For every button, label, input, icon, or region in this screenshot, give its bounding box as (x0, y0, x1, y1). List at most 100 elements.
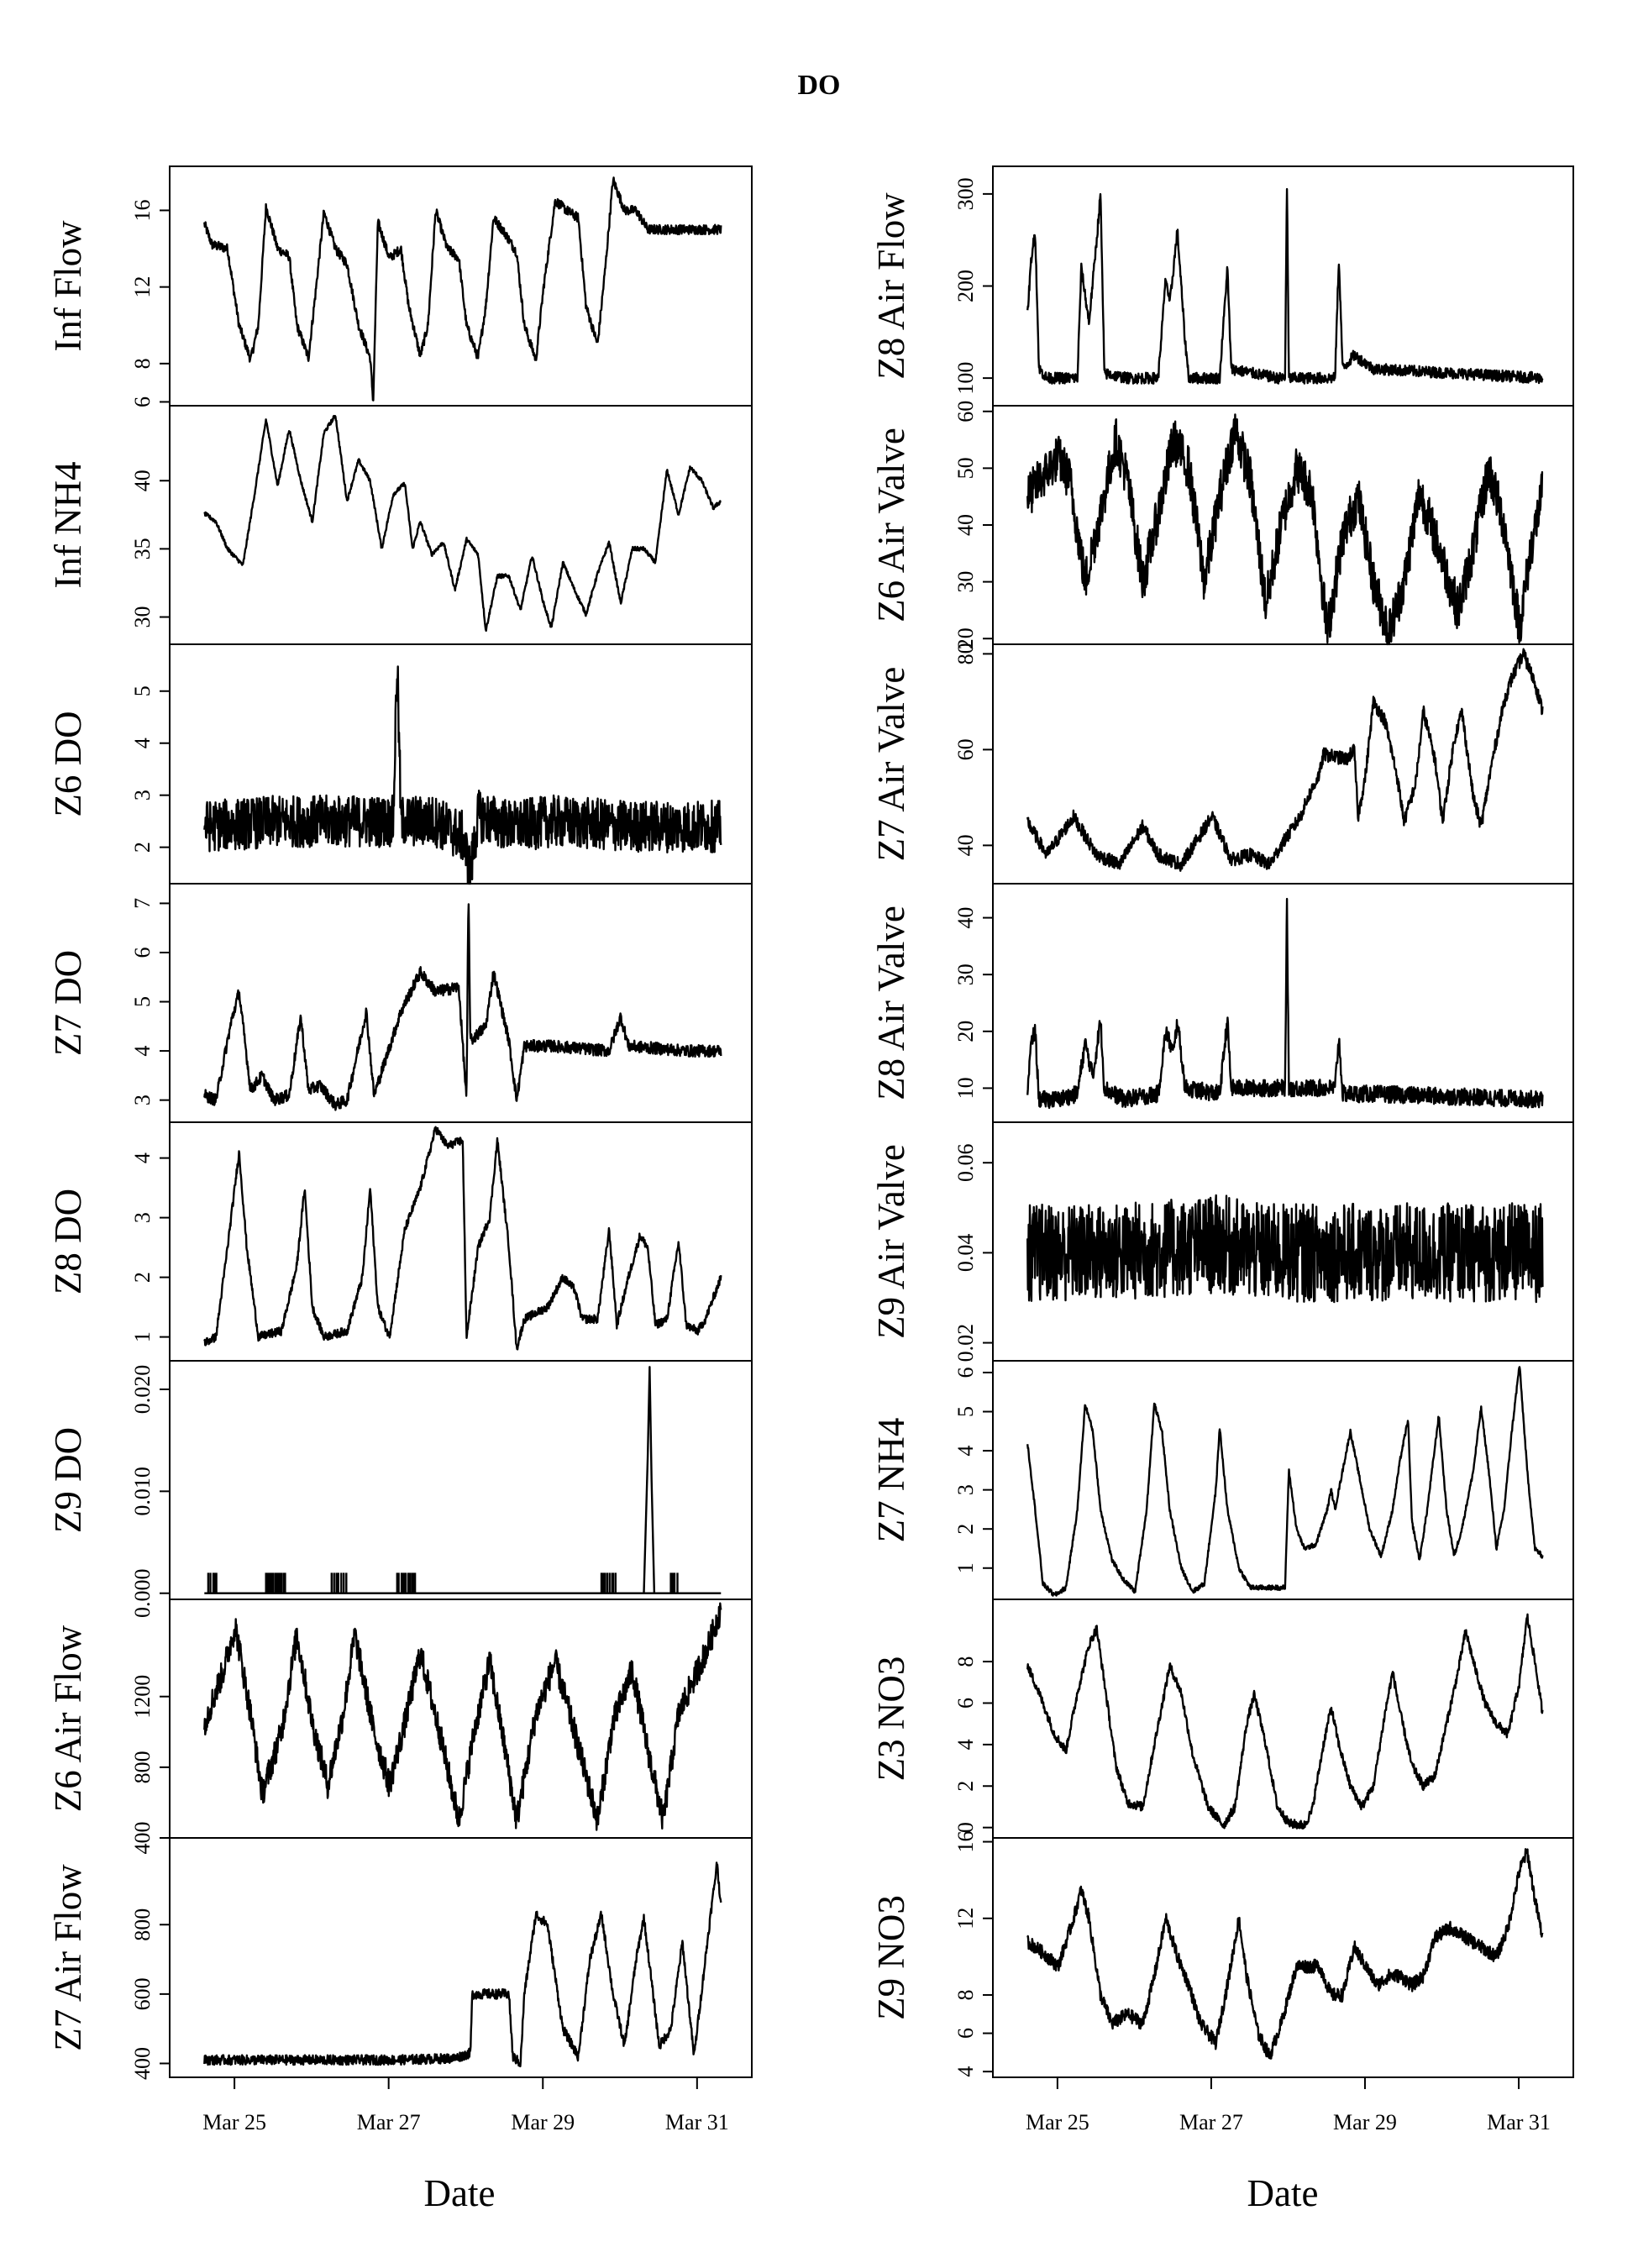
y-tick-label: 2 (130, 1272, 155, 1283)
figure-title: DO (798, 70, 841, 101)
x-tick-label: Mar 29 (1333, 2110, 1397, 2134)
y-axis-label: Z8 DO (47, 1189, 89, 1294)
series-line-z6_air_valve (1026, 413, 1544, 646)
plot-frame (169, 1837, 753, 2078)
y-tick-label: 30 (953, 963, 978, 985)
y-tick-label: 0.000 (130, 1568, 155, 1618)
panel-z7_nh4: 1 2 3 4 5 6 Z7 NH4 (870, 1360, 1574, 1600)
x-tick-label: Mar 25 (1026, 2110, 1089, 2134)
y-axis-label: Z7 Air Flow (47, 1864, 89, 2051)
panel-z8_air_flow: 100 200 300 Z8 Air Flow (870, 165, 1574, 407)
y-tick-label: 6 (953, 1367, 978, 1378)
panel-inf_nh4: 30 35 40 Inf NH4 (47, 405, 753, 645)
y-tick-label: 4 (953, 1446, 978, 1457)
y-tick-label: 3 (130, 1212, 155, 1223)
x-tick-label: Mar 27 (357, 2110, 421, 2134)
panel-z6_do: 2 3 4 5 Z6 DO (47, 643, 753, 885)
y-tick-label: 4 (130, 1152, 155, 1163)
y-tick-label: 4 (130, 1046, 155, 1057)
panel-z7_air_flow: 400 600 800 Z7 Air Flow (47, 1837, 753, 2080)
y-tick-label: 600 (130, 1977, 155, 2010)
y-tick-label: 3 (130, 1095, 155, 1105)
y-tick-label: 40 (953, 514, 978, 536)
panel-z9_do: 0.000 0.010 0.020 Z9 DO (47, 1360, 753, 1618)
y-tick-label: 5 (130, 996, 155, 1007)
panel-z3_no3: 0 2 4 6 8 Z3 NO3 (870, 1599, 1574, 1839)
plot-frame (992, 1837, 1574, 2078)
y-tick-label: 0.010 (130, 1467, 155, 1516)
y-axis-label: Z9 NO3 (870, 1895, 912, 2020)
y-tick-label: 1 (953, 1562, 978, 1573)
series-line-inf_flow (203, 176, 722, 402)
plot-frame (992, 1599, 1574, 1839)
y-tick-label: 0 (953, 1822, 978, 1833)
y-tick-label: 0.020 (130, 1365, 155, 1415)
y-tick-label: 12 (953, 1908, 978, 1929)
panel-inf_flow: 6 8 12 16 Inf Flow (47, 165, 753, 407)
y-tick-label: 20 (953, 627, 978, 649)
y-tick-label: 2 (953, 1781, 978, 1792)
panel-z6_air_flow: 400 800 1200 Z6 Air Flow (47, 1599, 753, 1855)
y-tick-label: 8 (953, 1989, 978, 2000)
y-tick-label: 60 (953, 401, 978, 423)
panel-z7_do: 3 4 5 6 7 Z7 DO (47, 883, 753, 1123)
plot-frame (169, 405, 753, 645)
panel-z9_air_valve: 0.02 0.04 0.06 Z9 Air Valve (870, 1121, 1574, 1362)
series-line-z8_air_flow (1026, 187, 1544, 385)
y-tick-label: 300 (953, 177, 978, 210)
series-line-z7_air_flow (203, 1861, 722, 2068)
y-tick-label: 16 (953, 1831, 978, 1853)
series-line-z9_do (204, 1366, 722, 1594)
y-tick-label: 3 (953, 1484, 978, 1495)
y-tick-label: 4 (953, 2066, 978, 2077)
y-tick-label: 200 (953, 270, 978, 302)
y-tick-label: 400 (130, 1822, 155, 1855)
y-tick-label: 2 (130, 842, 155, 853)
y-axis-label: Z9 Air Valve (870, 1144, 912, 1339)
y-tick-label: 4 (130, 738, 155, 748)
y-axis-label: Inf NH4 (47, 461, 89, 588)
x-axis-right: Mar 25 Mar 27 Mar 29 Mar 31 (1026, 2077, 1551, 2134)
y-axis-label: Inf Flow (47, 220, 89, 352)
y-axis-label: Z6 Air Valve (870, 428, 912, 622)
y-tick-label: 6 (130, 396, 155, 407)
y-tick-label: 4 (953, 1739, 978, 1750)
plot-frame (169, 1360, 753, 1600)
x-tick-label: Mar 31 (1487, 2110, 1551, 2134)
y-axis-label: Z7 Air Valve (870, 667, 912, 862)
y-tick-label: 40 (130, 470, 155, 491)
y-tick-label: 1 (130, 1331, 155, 1342)
y-tick-label: 40 (953, 834, 978, 856)
y-axis-label: Z8 Air Flow (870, 192, 912, 380)
panel-z7_air_valve: 40 60 80 Z7 Air Valve (870, 643, 1574, 885)
plot-frame (169, 165, 753, 407)
x-tick-label: Mar 25 (202, 2110, 266, 2134)
y-tick-label: 400 (130, 2047, 155, 2080)
y-axis-label: Z7 NH4 (870, 1418, 912, 1543)
x-axis-left: Mar 25 Mar 27 Mar 29 Mar 31 (202, 2077, 729, 2134)
plot-frame (992, 643, 1574, 885)
y-tick-label: 800 (130, 1751, 155, 1783)
x-axis-label-left: Date (424, 2172, 496, 2214)
x-tick-label: Mar 29 (511, 2110, 575, 2134)
panel-z8_do: 1 2 3 4 Z8 DO (47, 1121, 753, 1362)
y-tick-label: 5 (130, 685, 155, 696)
series-line-inf_nh4 (203, 414, 722, 633)
x-tick-label: Mar 27 (1179, 2110, 1243, 2134)
y-tick-label: 8 (130, 358, 155, 369)
y-tick-label: 20 (953, 1021, 978, 1042)
y-axis-label: Z8 Air Valve (870, 906, 912, 1100)
series-line-z7_air_valve (1026, 648, 1544, 872)
y-tick-label: 2 (953, 1524, 978, 1535)
series-line-z9_air_valve (1026, 1194, 1544, 1304)
y-tick-label: 50 (953, 457, 978, 479)
series-line-z8_air_valve (1026, 897, 1544, 1110)
y-tick-label: 35 (130, 538, 155, 559)
y-tick-label: 6 (953, 1698, 978, 1709)
y-axis-label: Z3 NO3 (870, 1656, 912, 1782)
y-tick-label: 100 (953, 362, 978, 395)
y-tick-label: 800 (130, 1908, 155, 1941)
y-tick-label: 40 (953, 907, 978, 929)
